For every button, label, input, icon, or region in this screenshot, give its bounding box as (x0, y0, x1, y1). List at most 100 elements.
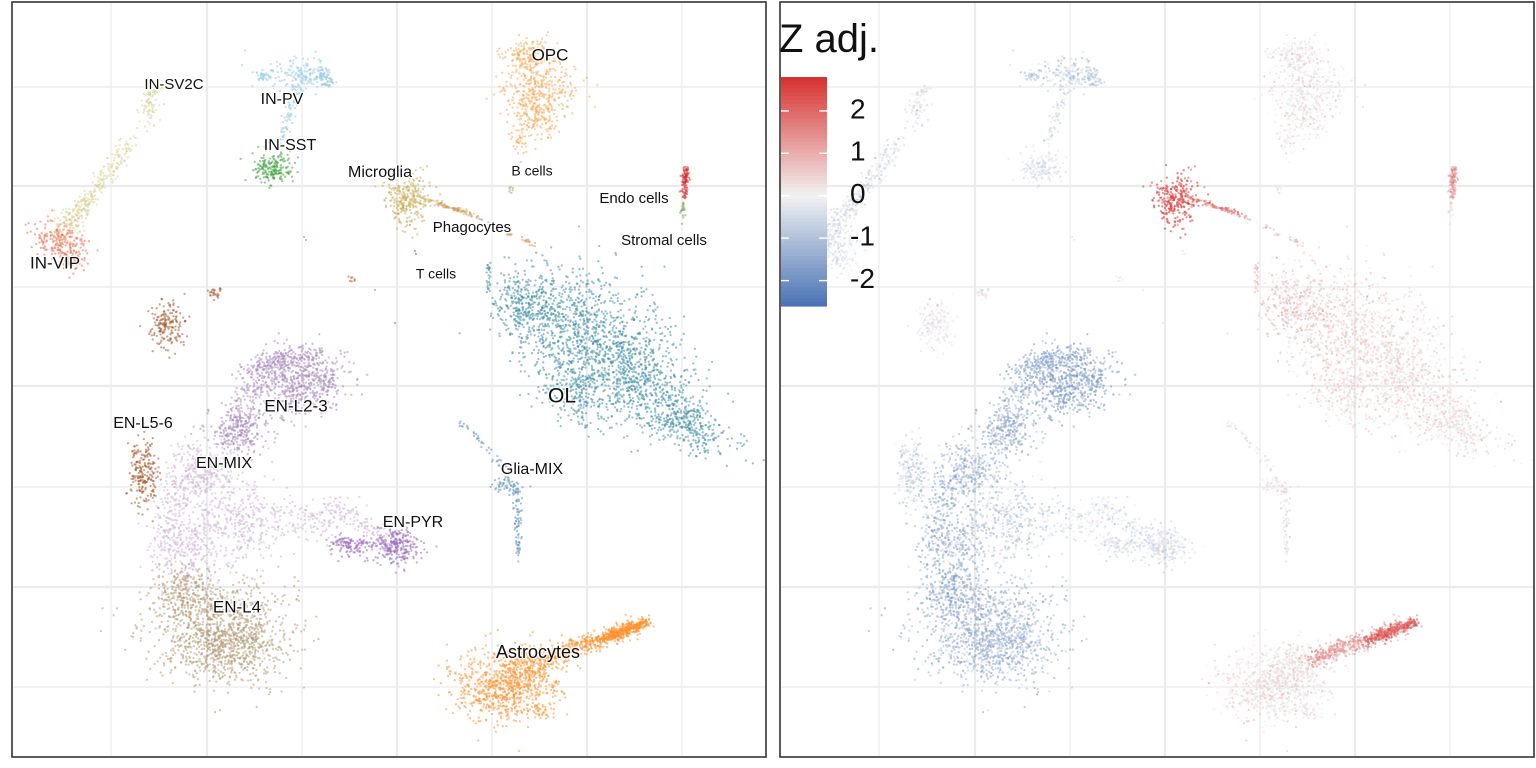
cell-point (557, 374, 560, 377)
cell-point (261, 68, 264, 71)
cell-point (400, 221, 403, 225)
cell-point (603, 359, 606, 362)
cell-point (158, 118, 162, 122)
cell-point (690, 431, 693, 434)
cell-point (504, 318, 508, 321)
cell-point (536, 46, 539, 49)
cell-point (636, 449, 639, 452)
cell-point (344, 393, 347, 396)
cell-point (150, 116, 153, 119)
cell-point (494, 300, 497, 303)
cell-point (522, 341, 525, 344)
cell-point (709, 414, 713, 418)
cell-point (407, 186, 411, 189)
cell-point (546, 322, 550, 326)
cell-point (58, 238, 62, 242)
cell-point (706, 449, 710, 452)
cell-point (639, 393, 642, 396)
cell-point (600, 366, 604, 369)
cell-point (506, 120, 509, 124)
cell-point (56, 235, 60, 238)
cell-point (318, 76, 322, 80)
cell-point (131, 474, 134, 477)
cell-point (535, 40, 539, 43)
cell-point (597, 405, 601, 408)
cell-point (516, 52, 519, 56)
cell-point (136, 108, 139, 111)
cell-point (134, 463, 137, 466)
cell-point (296, 156, 300, 159)
cell-point (558, 304, 561, 308)
cell-point (520, 58, 524, 62)
cell-point (671, 343, 674, 346)
cell-point (43, 238, 46, 241)
cell-point (527, 292, 531, 295)
cell-point (626, 434, 629, 438)
cell-point (283, 374, 287, 377)
cell-point (83, 239, 86, 243)
cell-point (80, 242, 83, 245)
cell-point (618, 342, 621, 346)
cell-point (607, 416, 610, 419)
cell-point (558, 291, 561, 295)
cell-point (522, 42, 526, 45)
cell-point (564, 90, 567, 94)
cell-point (543, 46, 546, 50)
cell-point (588, 288, 591, 291)
cell-point (685, 368, 689, 371)
cell-point (644, 374, 647, 377)
cell-point (152, 333, 156, 337)
cell-point (521, 93, 525, 96)
cell-point (547, 72, 550, 75)
cell-point (150, 474, 153, 477)
cell-point (274, 159, 277, 162)
cell-point (518, 136, 522, 139)
cell-point (212, 292, 215, 295)
cell-point (301, 76, 304, 80)
cell-point (524, 110, 527, 113)
cell-point (160, 297, 163, 301)
cell-point (664, 401, 667, 404)
cell-point (519, 370, 522, 373)
cell-point (538, 94, 541, 97)
cell-point (130, 461, 133, 464)
cell-point (666, 365, 669, 368)
cell-point (579, 379, 582, 382)
cell-point (251, 85, 254, 88)
cell-point (560, 92, 563, 95)
cell-point (527, 392, 530, 396)
cell-point (163, 325, 166, 328)
cell-point (523, 62, 526, 65)
cell-point (298, 84, 301, 87)
cell-point (631, 352, 634, 356)
cell-point (696, 418, 700, 421)
cell-point (394, 186, 397, 190)
cell-point (75, 237, 78, 240)
cell-point (550, 329, 553, 333)
cell-point (640, 346, 643, 349)
cell-point (577, 420, 580, 424)
cell-point (667, 351, 671, 355)
cell-point (581, 378, 584, 382)
cell-point (698, 433, 702, 436)
cell-point (582, 383, 585, 387)
cell-point (569, 336, 572, 340)
cell-point (542, 53, 546, 56)
cell-point (324, 367, 328, 370)
cell-point (608, 330, 611, 333)
cell-point (507, 293, 510, 296)
cell-point (537, 112, 540, 116)
cell-point (591, 400, 594, 404)
cell-point (402, 195, 405, 198)
cell-point (503, 256, 506, 259)
cell-point (541, 254, 544, 257)
cell-point (528, 116, 531, 119)
cell-point (643, 364, 647, 367)
cell-point (522, 351, 525, 355)
cell-point (262, 176, 265, 179)
cell-point (628, 410, 631, 413)
cell-point (360, 393, 364, 396)
cell-point (726, 437, 729, 441)
cell-point (668, 381, 671, 384)
cell-point (652, 369, 655, 372)
